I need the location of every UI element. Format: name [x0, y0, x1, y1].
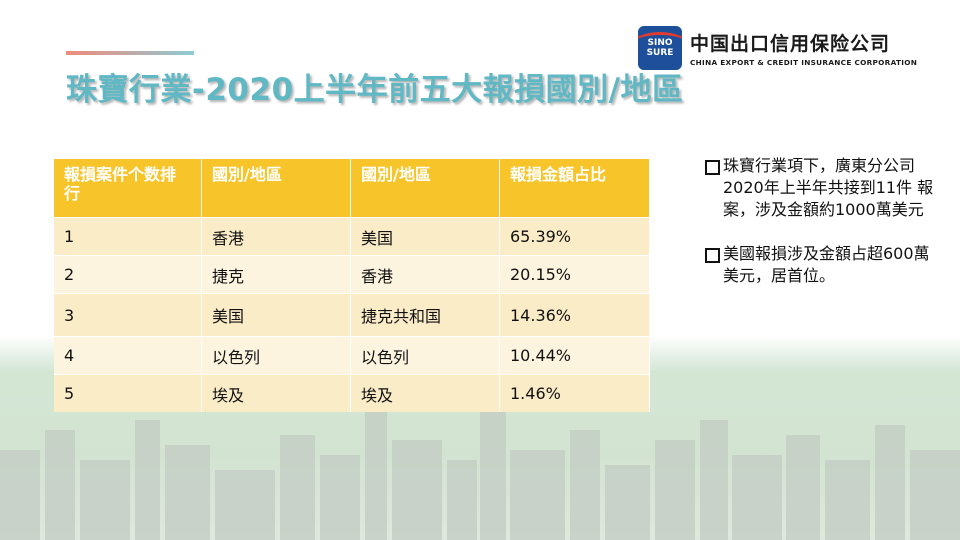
note-text: 美國報損涉及金額占超600萬美元，居首位。: [723, 244, 930, 285]
table-cell: 以色列: [201, 336, 351, 375]
table-cell: 捷克: [201, 255, 351, 294]
table-header-cell: 國別/地區: [201, 159, 351, 218]
table-cell: 3: [54, 293, 202, 337]
table-cell: 14.36%: [499, 293, 650, 337]
table-row: 1 香港 美国 65.39%: [54, 217, 650, 256]
logo-name-cn: 中国出口信用保险公司: [690, 33, 891, 55]
city-skyline-image: [0, 370, 960, 540]
square-bullet-icon: [705, 248, 720, 263]
notes-panel: 珠寶行業項下，廣東分公司2020年上半年共接到11件 報案，涉及金額約1000萬…: [705, 155, 935, 309]
sinosure-logo-icon: SINO SURE: [638, 26, 682, 70]
table-row: 4 以色列 以色列 10.44%: [54, 336, 650, 375]
logo-badge-line2: SURE: [646, 48, 674, 58]
note-text: 珠寶行業項下，廣東分公司2020年上半年共接到11件 報案，涉及金額約1000萬…: [723, 156, 934, 219]
table-cell: 1: [54, 217, 202, 256]
table-cell: 10.44%: [499, 336, 650, 375]
note-item: 美國報損涉及金額占超600萬美元，居首位。: [705, 243, 935, 287]
table-cell: 美国: [201, 293, 351, 337]
logo-badge-line1: SINO: [647, 38, 673, 48]
table-cell: 以色列: [350, 336, 500, 375]
table-row: 2 捷克 香港 20.15%: [54, 255, 650, 294]
table-cell: 埃及: [201, 374, 351, 412]
table-row: 3 美国 捷克共和国 14.36%: [54, 293, 650, 337]
table-cell: 美国: [350, 217, 500, 256]
table-row: 5 埃及 埃及 1.46%: [54, 374, 650, 412]
table-cell: 20.15%: [499, 255, 650, 294]
table-cell: 香港: [201, 217, 351, 256]
table-cell: 5: [54, 374, 202, 412]
note-item: 珠寶行業項下，廣東分公司2020年上半年共接到11件 報案，涉及金額約1000萬…: [705, 155, 935, 221]
table-cell: 捷克共和国: [350, 293, 500, 337]
table-header-cell: 報損案件个数排行: [54, 159, 202, 218]
table-cell: 埃及: [350, 374, 500, 412]
table-cell: 65.39%: [499, 217, 650, 256]
table-header-row: 報損案件个数排行 國別/地區 國別/地區 報損金額占比: [54, 159, 650, 218]
square-bullet-icon: [705, 160, 720, 175]
slide-title: 珠寶行業-2020上半年前五大報損國別/地區: [66, 72, 684, 108]
table-cell: 1.46%: [499, 374, 650, 412]
logo-name-en: CHINA EXPORT & CREDIT INSURANCE CORPORAT…: [690, 58, 918, 67]
table-cell: 4: [54, 336, 202, 375]
title-accent-bar: [66, 51, 194, 55]
table-cell: 2: [54, 255, 202, 294]
table-header-cell: 國別/地區: [350, 159, 500, 218]
table-header-cell: 報損金額占比: [499, 159, 650, 218]
company-logo: SINO SURE 中国出口信用保险公司 CHINA EXPORT & CRED…: [638, 26, 917, 70]
loss-ranking-table: 報損案件个数排行 國別/地區 國別/地區 報損金額占比 1 香港 美国 65.3…: [54, 159, 650, 412]
table-cell: 香港: [350, 255, 500, 294]
